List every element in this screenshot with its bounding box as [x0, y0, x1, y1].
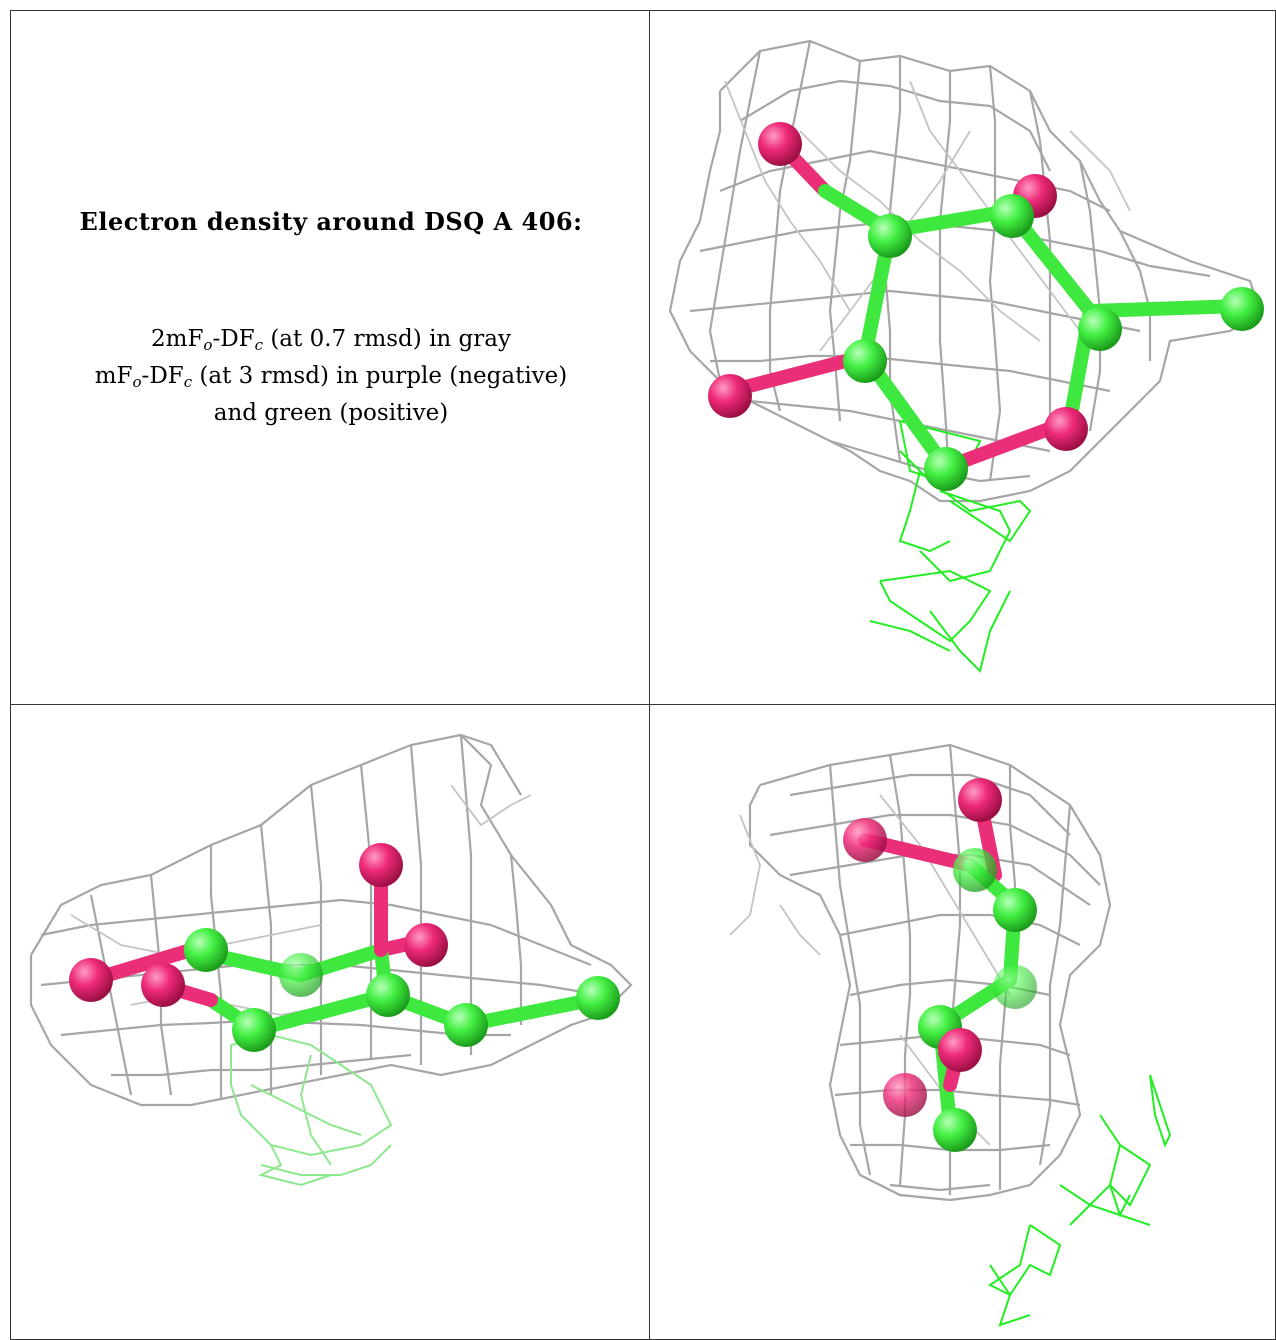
carbon-atom: [444, 1003, 488, 1047]
text-part: -DF: [212, 326, 255, 352]
oxygen-atom: [404, 923, 448, 967]
oxygen-atom: [958, 778, 1002, 822]
oxygen-atom: [69, 958, 113, 1002]
figure-description: 2mFo-DFc (at 0.7 rmsd) in gray mFo-DFc (…: [11, 321, 649, 432]
bond: [249, 988, 393, 1037]
text-part: -DF: [141, 363, 184, 389]
carbon-atom: [1220, 287, 1264, 331]
subscript-c: c: [254, 336, 264, 354]
text-part: 2mF: [151, 326, 204, 352]
gray-density-mesh-back: [724, 80, 1131, 352]
figure-grid: Electron density around DSQ A 406: 2mFo-…: [10, 10, 1276, 1340]
subscript-c: c: [183, 373, 193, 391]
gray-density-mesh: [29, 733, 633, 1107]
carbon-atom: [232, 1008, 276, 1052]
molecule-model: [843, 778, 1037, 1152]
caption-cell: Electron density around DSQ A 406: 2mFo-…: [10, 10, 650, 705]
density-view-end: [729, 743, 1172, 1327]
carbon-atom: [993, 888, 1037, 932]
carbon-atom: [868, 214, 912, 258]
view-top: [649, 10, 1276, 705]
carbon-atom: [843, 339, 887, 383]
oxygen-atom: [359, 843, 403, 887]
carbon-atom: [993, 965, 1037, 1009]
text-part: (at 3 rmsd) in purple (negative): [192, 363, 568, 389]
density-view-top: [668, 39, 1264, 673]
view-side: [10, 704, 650, 1340]
carbon-atom: [279, 953, 323, 997]
subscript-o: o: [203, 336, 213, 354]
carbon-atom: [953, 848, 997, 892]
oxygen-atom: [843, 818, 887, 862]
text-part: (at 0.7 rmsd) in gray: [263, 326, 511, 352]
bond: [1083, 299, 1247, 318]
text-part: mF: [94, 363, 133, 389]
map-fo-fc-line: mFo-DFc (at 3 rmsd) in purple (negative): [11, 358, 649, 395]
positive-difference-mesh: [230, 1033, 393, 1187]
carbon-atom: [933, 1108, 977, 1152]
density-view-side: [29, 733, 633, 1187]
oxygen-atom: [141, 963, 185, 1007]
gray-density-mesh: [748, 743, 1112, 1202]
oxygen-atom: [938, 1028, 982, 1072]
positive-line: and green (positive): [213, 400, 449, 426]
carbon-atom: [184, 928, 228, 972]
molecule-model: [69, 843, 620, 1052]
carbon-atom: [1078, 307, 1122, 351]
carbon-atom: [576, 976, 620, 1020]
carbon-atom: [924, 447, 968, 491]
carbon-atom: [366, 973, 410, 1017]
positive-difference-mesh: [869, 420, 1032, 673]
bond: [723, 349, 872, 398]
oxygen-atom: [708, 374, 752, 418]
oxygen-atom: [1044, 407, 1088, 451]
molecule-model: [708, 122, 1264, 491]
oxygen-atom: [883, 1073, 927, 1117]
map-2fo-fc-line: 2mFo-DFc (at 0.7 rmsd) in gray: [11, 321, 649, 358]
figure-title: Electron density around DSQ A 406:: [79, 207, 583, 236]
oxygen-atom: [758, 122, 802, 166]
view-end: [649, 704, 1276, 1340]
positive-difference-mesh: [988, 1074, 1172, 1327]
subscript-o: o: [132, 373, 142, 391]
carbon-atom: [990, 194, 1034, 238]
gray-density-mesh: [668, 39, 1262, 503]
